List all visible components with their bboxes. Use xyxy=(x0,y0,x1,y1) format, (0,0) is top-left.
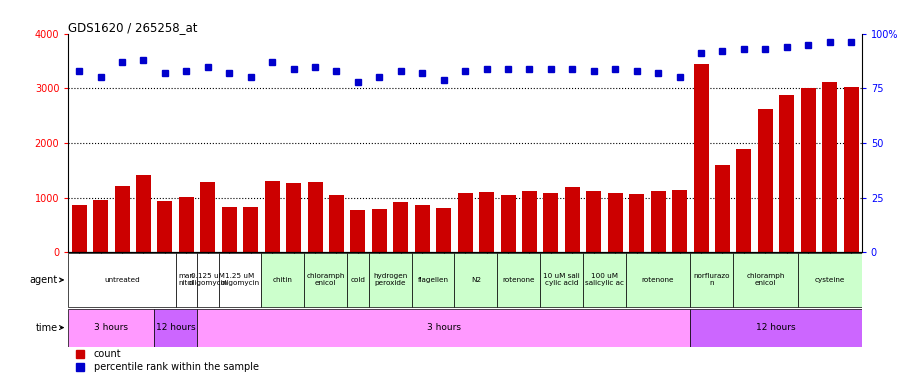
Bar xyxy=(539,253,582,307)
Bar xyxy=(347,253,368,307)
Bar xyxy=(393,202,408,252)
Bar xyxy=(582,253,625,307)
Bar xyxy=(350,210,365,252)
Bar xyxy=(500,195,515,252)
Bar xyxy=(543,193,558,252)
Bar xyxy=(435,209,451,252)
Bar xyxy=(478,192,494,252)
Bar xyxy=(179,197,194,252)
Text: 100 uM
salicylic ac: 100 uM salicylic ac xyxy=(584,273,623,286)
Bar xyxy=(411,253,454,307)
Bar xyxy=(200,182,215,252)
Bar xyxy=(843,87,857,252)
Bar xyxy=(158,201,172,252)
Bar xyxy=(176,253,197,307)
Bar xyxy=(72,205,87,252)
Bar xyxy=(800,88,814,252)
Bar xyxy=(197,309,690,347)
Text: 12 hours: 12 hours xyxy=(156,323,195,332)
Bar xyxy=(714,165,729,252)
Bar xyxy=(197,253,219,307)
Bar xyxy=(219,253,261,307)
Text: agent: agent xyxy=(29,275,57,285)
Text: norflurazo
n: norflurazo n xyxy=(692,273,729,286)
Bar xyxy=(329,195,343,252)
Text: man
nitol: man nitol xyxy=(179,273,194,286)
Bar xyxy=(68,309,154,347)
Bar xyxy=(735,149,751,252)
Text: GDS1620 / 265258_at: GDS1620 / 265258_at xyxy=(68,21,198,34)
Text: time: time xyxy=(36,322,57,333)
Bar xyxy=(261,253,304,307)
Bar xyxy=(415,205,429,252)
Bar xyxy=(221,207,237,252)
Text: N2: N2 xyxy=(470,277,480,283)
Bar xyxy=(796,253,861,307)
Bar xyxy=(243,207,258,252)
Bar xyxy=(496,253,539,307)
Bar xyxy=(368,253,411,307)
Text: chloramph
enicol: chloramph enicol xyxy=(745,273,783,286)
Text: 3 hours: 3 hours xyxy=(426,323,460,332)
Bar xyxy=(690,309,861,347)
Text: rotenone: rotenone xyxy=(502,277,535,283)
Bar xyxy=(307,182,322,252)
Text: rotenone: rotenone xyxy=(641,277,673,283)
Bar xyxy=(457,193,472,252)
Bar xyxy=(692,64,708,252)
Text: 10 uM sali
cylic acid: 10 uM sali cylic acid xyxy=(543,273,579,286)
Bar xyxy=(372,209,386,252)
Text: 3 hours: 3 hours xyxy=(94,323,128,332)
Text: 0.125 uM
oligomycin: 0.125 uM oligomycin xyxy=(188,273,227,286)
Text: percentile rank within the sample: percentile rank within the sample xyxy=(94,362,259,372)
Bar xyxy=(586,191,600,252)
Bar xyxy=(68,253,176,307)
Bar xyxy=(671,190,686,252)
Bar xyxy=(136,175,151,252)
Text: hydrogen
peroxide: hydrogen peroxide xyxy=(373,273,406,286)
Text: cysteine: cysteine xyxy=(814,277,844,283)
Bar xyxy=(304,253,347,307)
Text: 1.25 uM
oligomycin: 1.25 uM oligomycin xyxy=(220,273,260,286)
Bar xyxy=(93,200,108,252)
Bar xyxy=(607,193,622,252)
Bar xyxy=(821,82,836,252)
Bar xyxy=(757,109,772,252)
Bar xyxy=(154,309,197,347)
Text: untreated: untreated xyxy=(104,277,139,283)
Text: cold: cold xyxy=(350,277,365,283)
Bar xyxy=(521,191,537,252)
Bar xyxy=(690,253,732,307)
Bar xyxy=(286,183,301,252)
Bar xyxy=(778,95,793,252)
Bar xyxy=(650,191,665,252)
Bar xyxy=(454,253,496,307)
Bar xyxy=(629,194,643,252)
Text: count: count xyxy=(94,349,121,359)
Bar xyxy=(264,181,280,252)
Text: 12 hours: 12 hours xyxy=(755,323,795,332)
Text: chloramph
enicol: chloramph enicol xyxy=(306,273,344,286)
Bar xyxy=(564,187,579,252)
Text: chitin: chitin xyxy=(272,277,292,283)
Text: flagellen: flagellen xyxy=(417,277,448,283)
Bar xyxy=(115,186,129,252)
Bar xyxy=(732,253,796,307)
Bar xyxy=(625,253,690,307)
